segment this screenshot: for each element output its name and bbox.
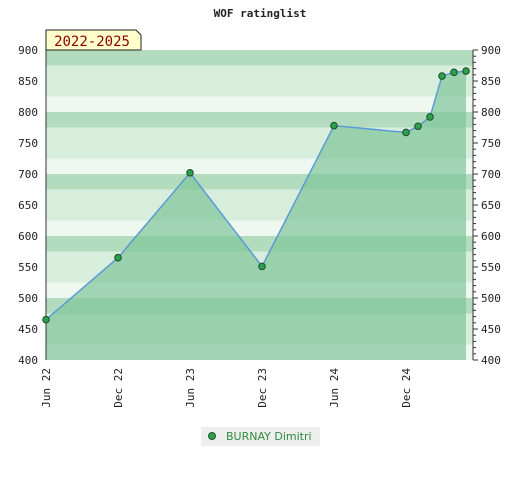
data-point	[42, 315, 50, 324]
y-tick-label-left: 600	[18, 230, 38, 243]
x-tick-label: Jun 23	[184, 368, 197, 408]
data-point	[462, 67, 470, 75]
grid-band	[46, 96, 473, 112]
y-tick-label-right: 500	[481, 292, 501, 305]
y-tick-label-left: 800	[18, 106, 38, 119]
data-point	[186, 168, 194, 177]
y-tick-label-right: 750	[481, 137, 501, 150]
legend-label: BURNAY Dimitri	[226, 430, 312, 443]
y-tick-label-left: 850	[18, 75, 38, 88]
data-point	[114, 253, 122, 262]
series-markers	[42, 67, 470, 324]
y-tick-label-right: 650	[481, 199, 501, 212]
y-tick-label-right: 450	[481, 323, 501, 336]
y-tick-label-right: 800	[481, 106, 501, 119]
y-tick-label-left: 750	[18, 137, 38, 150]
data-point	[438, 72, 446, 80]
data-point	[330, 121, 338, 130]
y-tick-label-left: 400	[18, 354, 38, 367]
data-point	[426, 113, 434, 121]
y-tick-label-left: 650	[18, 199, 38, 212]
grid-band	[46, 65, 473, 81]
data-point	[414, 122, 422, 131]
y-tick-label-right: 400	[481, 354, 501, 367]
grid-band	[46, 50, 473, 66]
legend-marker	[208, 432, 216, 440]
axes: 400 400 450 450 500 500 550 550 600 600 650 650 700 7…	[18, 44, 501, 408]
y-tick-label-right: 600	[481, 230, 501, 243]
y-tick-label-right: 900	[481, 44, 501, 57]
legend-box	[201, 427, 320, 446]
y-tick-label-left: 550	[18, 261, 38, 274]
period-badge: 2022-2025	[45, 29, 142, 51]
y-tick-label-right: 850	[481, 75, 501, 88]
y-tick-label-left: 700	[18, 168, 38, 181]
chart-title: WOF ratinglist	[214, 7, 307, 20]
y-tick-label-left: 500	[18, 292, 38, 305]
x-tick-label: Dec 24	[400, 368, 413, 408]
y-tick-label-left: 900	[18, 44, 38, 57]
x-tick-label: Dec 23	[256, 368, 269, 408]
y-tick-label-left: 450	[18, 323, 38, 336]
y-tick-label-right: 700	[481, 168, 501, 181]
legend: BURNAY Dimitri	[201, 427, 320, 446]
y-tick-label-right: 550	[481, 261, 501, 274]
grid-band	[46, 112, 473, 128]
x-tick-label: Jun 22	[40, 368, 53, 408]
x-tick-label: Dec 22	[112, 368, 125, 408]
data-point	[402, 128, 410, 137]
data-point	[450, 68, 458, 77]
series-area-fill	[46, 71, 466, 360]
grid-band	[46, 81, 473, 97]
data-point	[258, 262, 266, 271]
x-tick-label: Jun 24	[328, 368, 341, 408]
period-badge-text: 2022-2025	[54, 34, 130, 50]
